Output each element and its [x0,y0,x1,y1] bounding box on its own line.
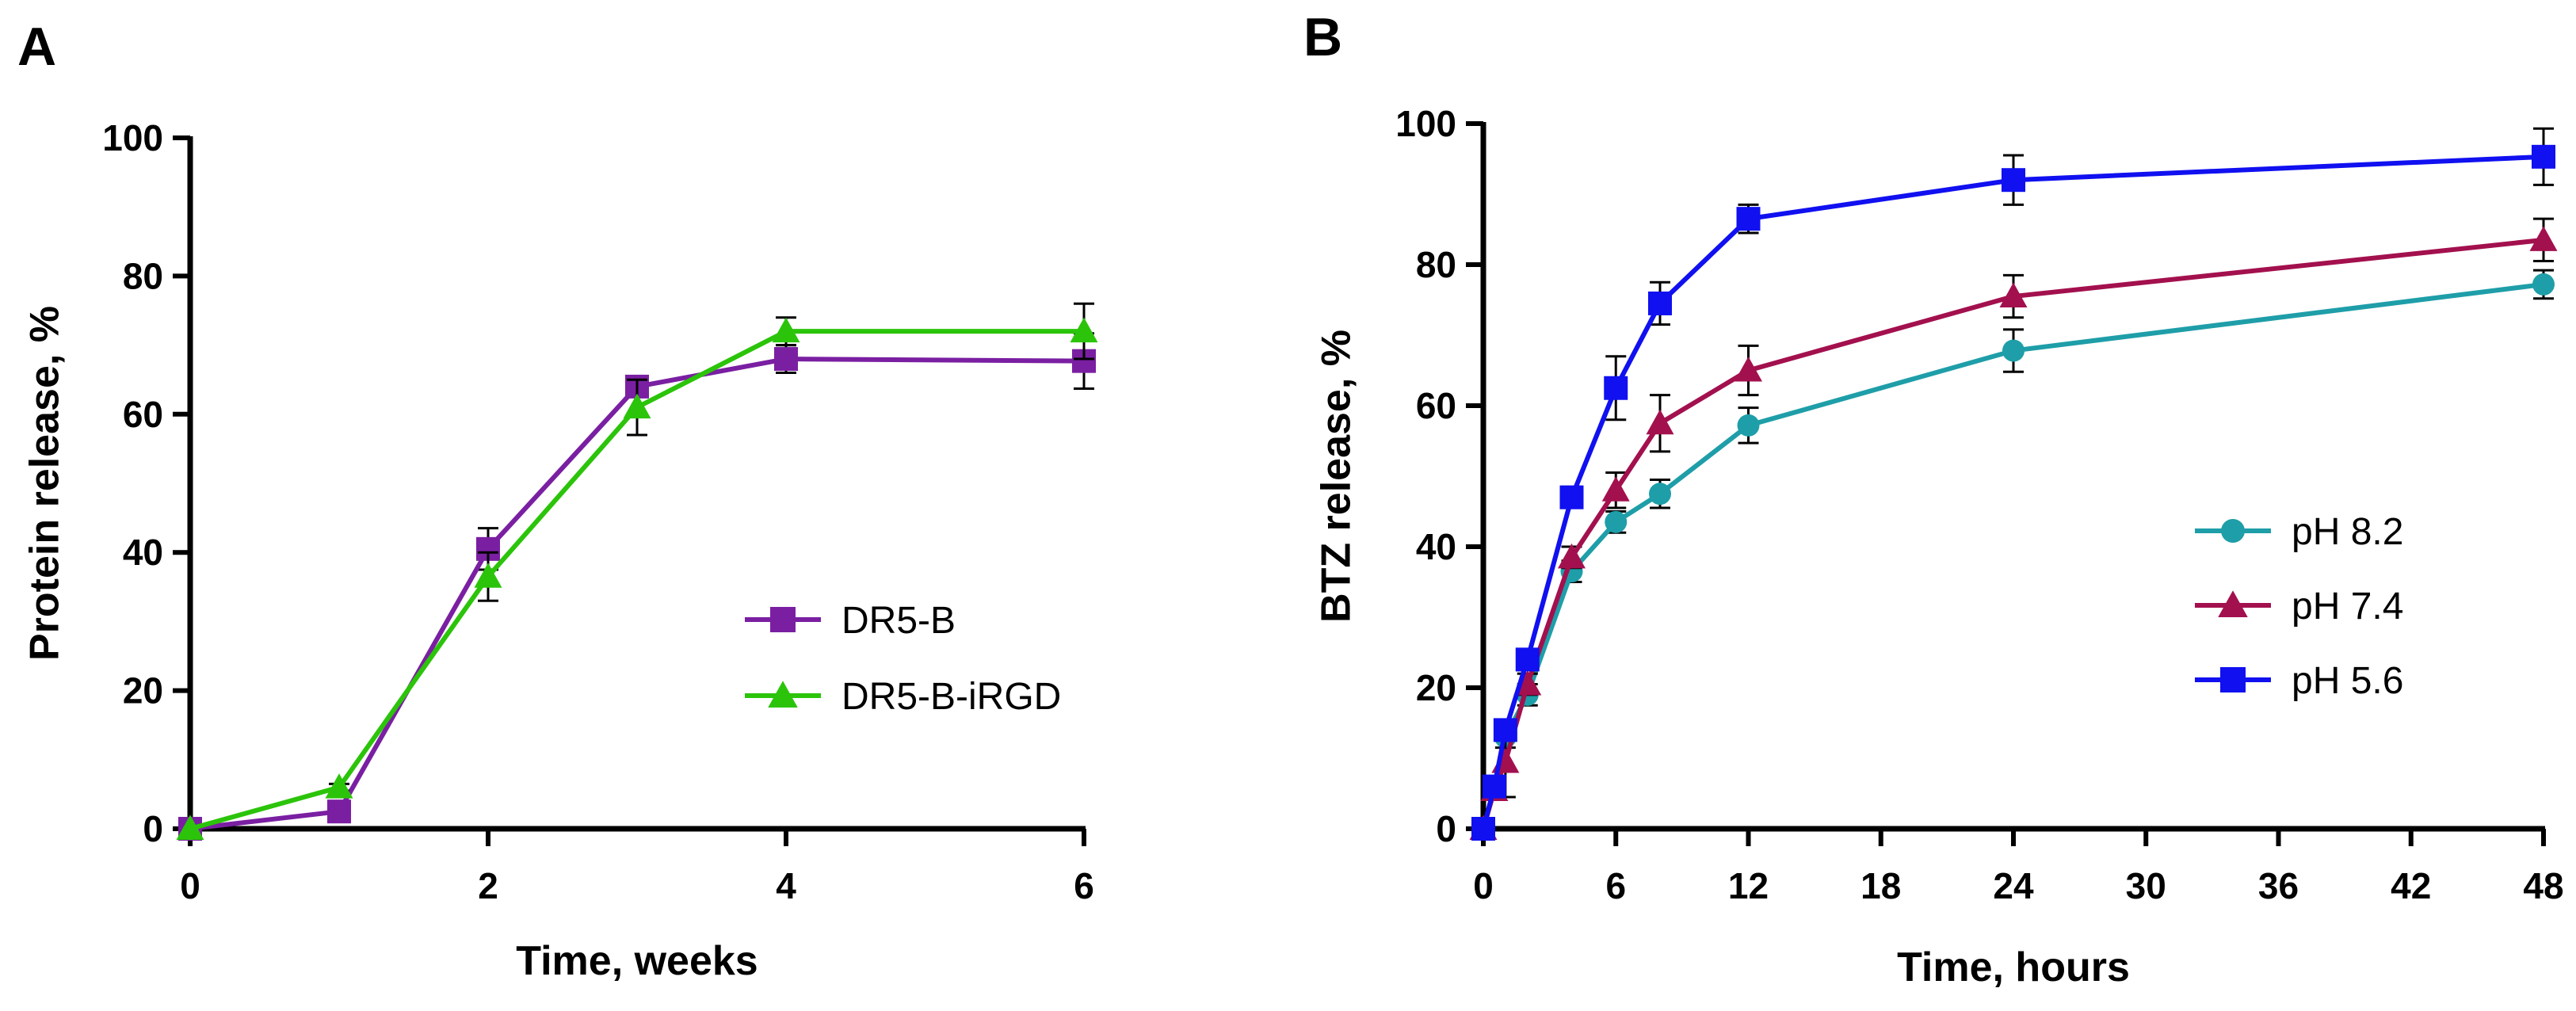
legend-label: pH 5.6 [2292,660,2403,702]
data-point [1515,647,1540,672]
panel-b-chart: 0 6 12 18 24 30 36 42 48 0 20 40 60 80 100 Time, hours B… [1314,103,2564,990]
y-tick-label-b: 0 [1436,808,1456,849]
data-point [2529,226,2558,251]
y-tick-label-a: 100 [102,117,163,158]
legend-marker [2220,667,2246,692]
legend-marker [2221,519,2245,543]
data-point [1070,317,1098,343]
data-point [176,815,204,840]
x-tick-label-b: 6 [1605,865,1626,906]
x-tick-label-a: 6 [1074,865,1094,906]
data-point [2002,339,2025,362]
legend-label: pH 7.4 [2292,586,2403,628]
data-point [774,347,798,372]
data-point [1601,476,1630,502]
x-tick-label-b: 48 [2523,865,2563,906]
data-point [1482,774,1506,799]
data-point [1646,409,1674,435]
y-tick-label-b: 100 [1395,103,1456,144]
data-point [1736,207,1761,231]
x-tick-label-b: 0 [1473,865,1494,906]
data-point [1649,483,1671,506]
series-b-2 [1471,127,2555,841]
x-tick-label-b: 30 [2126,865,2166,906]
series-line [189,329,1084,831]
x-tick-label-a: 4 [776,865,796,906]
data-point [1605,510,1628,533]
data-point [623,393,651,419]
data-point [1493,718,1517,742]
data-point [2002,168,2025,193]
y-tick-label-a: 80 [123,255,163,296]
data-point [474,563,502,588]
x-tick-label-b: 36 [2258,865,2299,906]
series-a-1 [176,302,1098,840]
y-axis-title-a: Protein release, % [22,306,68,661]
y-tick-label-a: 20 [123,670,163,712]
legend-label: DR5-B-iRGD [841,676,1061,718]
data-point [2532,144,2555,169]
data-point [1999,282,2028,308]
data-point [772,317,800,343]
data-point [1471,817,1495,841]
data-point [327,799,351,824]
x-tick-label-b: 24 [1993,865,2034,906]
legend-label: DR5-B [841,600,956,642]
panel-label-a: A [17,17,56,77]
x-tick-label-a: 2 [478,865,498,906]
y-axis-title-b: BTZ release, % [1314,330,1360,623]
y-tick-label-a: 40 [123,532,163,573]
x-axis-title-b: Time, hours [1897,944,2130,990]
series-line [189,357,1085,831]
data-point [1737,414,1760,437]
legend-marker [768,681,798,708]
data-point [1648,291,1672,315]
y-tick-label-b: 80 [1416,244,1456,285]
data-point [1559,485,1584,509]
x-tick-label-a: 0 [180,865,200,906]
data-point [2532,273,2555,296]
y-tick-label-b: 60 [1416,385,1456,426]
panel-label-b: B [1303,7,1342,67]
data-point [325,773,353,799]
legend-label: pH 8.2 [2292,511,2403,553]
x-tick-label-b: 12 [1728,865,1769,906]
data-point [1735,357,1762,382]
legend-marker [770,607,796,632]
x-tick-label-b: 18 [1860,865,1901,906]
data-point [1604,376,1628,400]
y-tick-label-a: 60 [123,394,163,435]
legend-marker [2218,590,2248,617]
x-tick-label-b: 42 [2391,865,2431,906]
y-tick-label-a: 0 [143,808,163,849]
series-line [1481,154,2544,830]
data-point [1558,543,1586,569]
y-tick-label-b: 40 [1416,526,1456,567]
x-axis-title-a: Time, weeks [516,938,758,984]
y-tick-label-b: 20 [1416,667,1456,708]
